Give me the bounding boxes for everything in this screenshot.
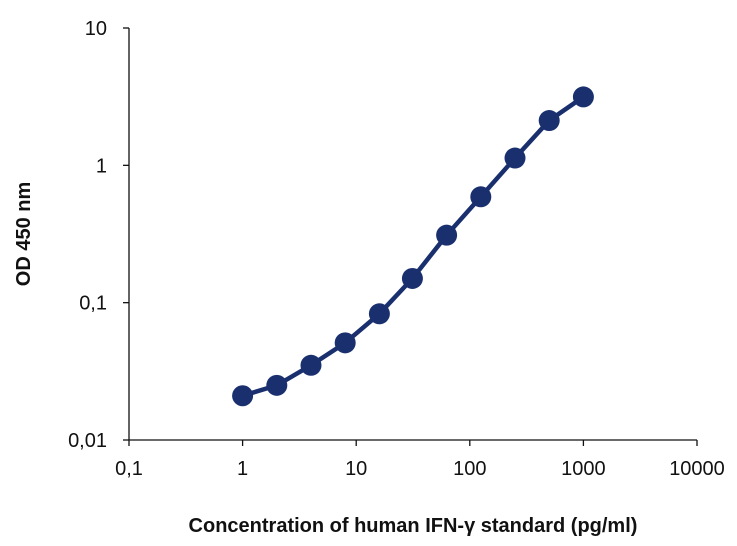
x-tick-label: 10	[345, 458, 367, 480]
x-tick-label: 1	[237, 458, 248, 480]
axes	[128, 28, 697, 441]
data-point	[436, 224, 458, 246]
data-point	[232, 385, 254, 407]
data-point	[470, 186, 492, 208]
ticks: 0,1 1 10 100 1000 10000 0,01 0,1 1 10	[68, 18, 725, 480]
x-tick-label: 100	[453, 458, 486, 480]
x-axis-title: Concentration of human IFN-γ standard (p…	[189, 515, 638, 537]
data-point	[300, 354, 322, 376]
x-tick-label: 1000	[561, 458, 606, 480]
y-tick-label: 1	[96, 155, 107, 177]
series-line	[240, 94, 586, 398]
x-tick-label: 10000	[669, 458, 725, 480]
x-tick-label: 0,1	[115, 458, 143, 480]
y-tick-label: 0,1	[79, 293, 107, 315]
data-point	[504, 147, 526, 169]
series	[232, 86, 594, 407]
data-point	[266, 374, 288, 396]
y-tick-label: 0,01	[68, 430, 107, 452]
data-point	[368, 303, 390, 325]
data-point	[538, 110, 560, 132]
data-point	[401, 267, 423, 289]
y-tick-label: 10	[85, 18, 107, 40]
y-axis-title: OD 450 nm	[13, 182, 35, 286]
data-point	[572, 86, 594, 108]
data-point	[334, 332, 356, 354]
